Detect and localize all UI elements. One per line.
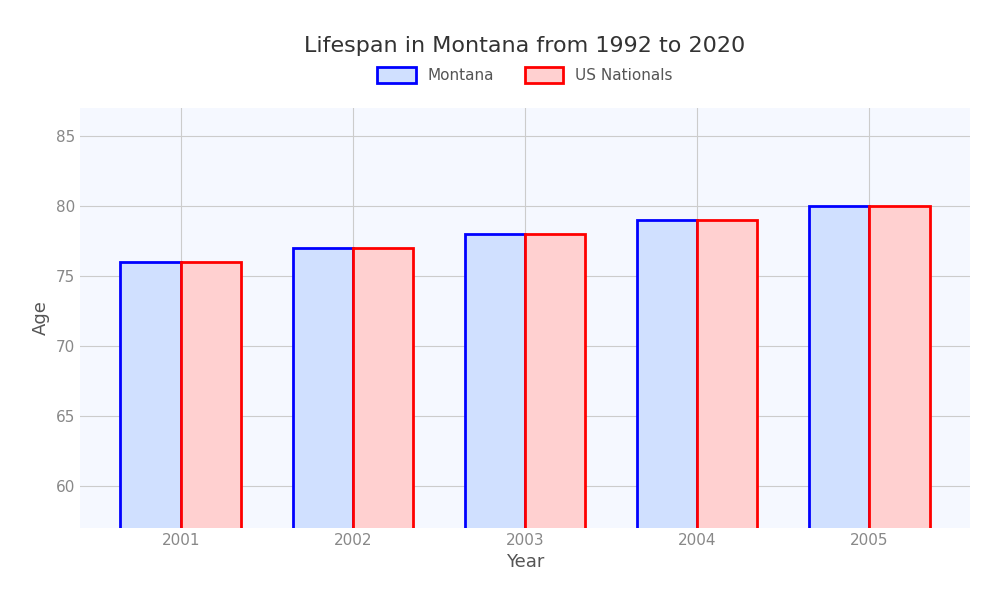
Bar — [293, 248, 353, 600]
Bar — [809, 206, 869, 600]
Bar — [465, 234, 525, 600]
Title: Lifespan in Montana from 1992 to 2020: Lifespan in Montana from 1992 to 2020 — [304, 37, 746, 56]
Bar — [697, 220, 757, 600]
Bar — [869, 206, 930, 600]
Bar — [637, 220, 697, 600]
X-axis label: Year: Year — [506, 553, 544, 571]
Y-axis label: Age: Age — [32, 301, 50, 335]
Bar — [525, 234, 585, 600]
Bar — [181, 262, 241, 600]
Bar — [120, 262, 181, 600]
Legend: Montana, US Nationals: Montana, US Nationals — [371, 61, 679, 89]
Bar — [353, 248, 413, 600]
